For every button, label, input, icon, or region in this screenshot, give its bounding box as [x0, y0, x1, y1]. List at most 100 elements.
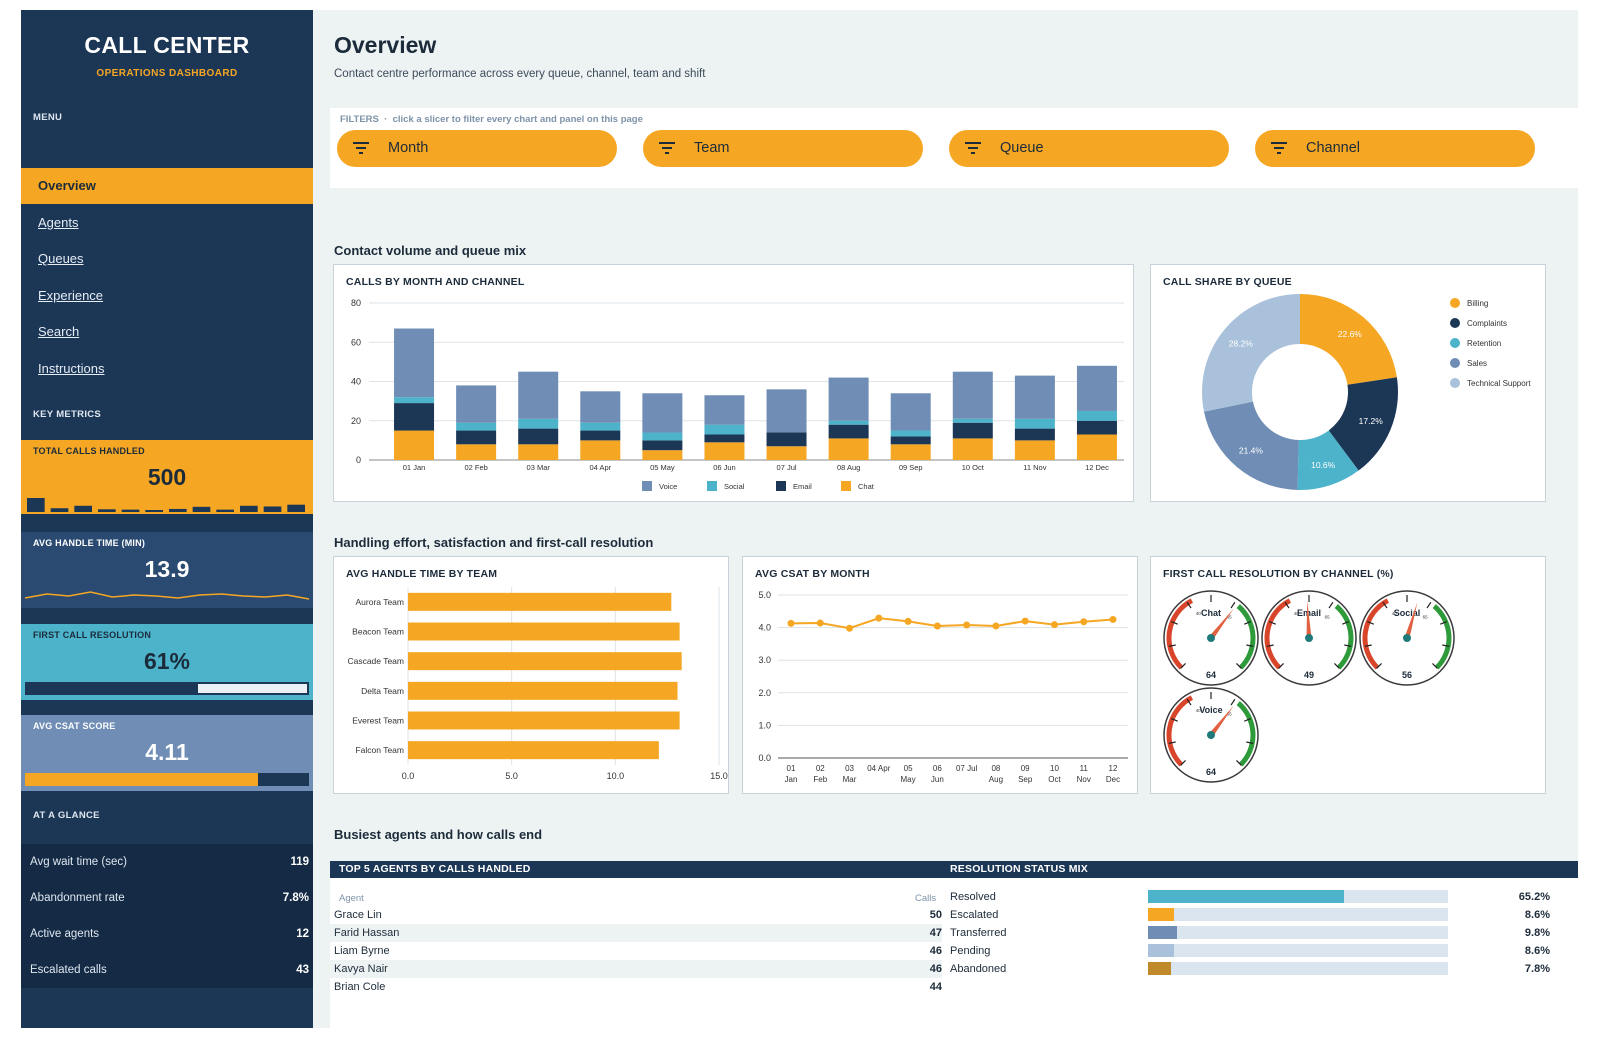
app-title: CALL CENTER [84, 32, 250, 58]
x-tick-label: Aug [989, 775, 1003, 784]
legend-label: Email [793, 482, 812, 491]
slice-value-label: 22.6% [1338, 329, 1363, 339]
slice-value-label: 21.4% [1239, 446, 1264, 456]
donut-slice-complaints [1328, 377, 1398, 471]
sparkline-bar [216, 509, 234, 512]
table-row[interactable]: Kavya Nair 46 [330, 960, 942, 978]
sparkline-bar [74, 505, 92, 512]
csat-point [1050, 621, 1058, 629]
table-row[interactable]: Brian Cole 44 [330, 978, 942, 996]
gauge-needle [1404, 602, 1418, 639]
table-row[interactable]: Grace Lin 50 [330, 906, 942, 924]
gauge-band [1432, 604, 1452, 670]
kpi-avg-handle-time: AVG HANDLE TIME (MIN) 13.9 [21, 532, 313, 608]
glance-label: Active agents [30, 928, 100, 940]
agent-calls: 47 [929, 927, 942, 939]
bar-voice [766, 389, 807, 433]
gauge-tick [1432, 663, 1438, 669]
gauge-band [1334, 604, 1354, 670]
resolution-mix-title: RESOLUTION STATUS MIX [950, 863, 1088, 875]
nav-item-agents[interactable]: Agents [38, 215, 79, 230]
resolution-percent: 9.8% [1524, 927, 1550, 939]
gauge-tick [1236, 663, 1242, 669]
nav-item-instructions[interactable]: Instructions [38, 361, 105, 376]
menu-section-label: MENU [33, 112, 63, 123]
legend-swatch [1450, 338, 1460, 348]
nav-item-search[interactable]: Search [38, 324, 80, 339]
nav-item-queues[interactable]: Queues [38, 251, 84, 266]
x-tick-label: 11 Nov [1023, 463, 1046, 472]
csat-point [992, 622, 1000, 630]
gauge-tick [1376, 663, 1382, 669]
legend-swatch [841, 481, 851, 491]
gauge-tick [1278, 663, 1284, 669]
x-tick-label: 04 Apr [867, 764, 890, 773]
bar-voice [456, 385, 497, 423]
legend-swatch [707, 481, 717, 491]
bar-chat [580, 440, 621, 460]
slicer-queue[interactable]: Queue [949, 130, 1229, 167]
x-tick-label: 08 [991, 764, 1000, 773]
bar-voice [828, 377, 869, 421]
y-tick-label: 60 [351, 337, 361, 347]
resolution-percent: 65.2% [1518, 891, 1550, 903]
gauge-tick [1367, 620, 1374, 625]
resolution-percent: 8.6% [1524, 909, 1550, 921]
bar-social [580, 422, 621, 431]
filters-hint: click a slicer to filter every chart and… [392, 114, 643, 125]
table-row[interactable]: Liam Byrne 46 [330, 942, 942, 960]
bar-email [394, 403, 435, 431]
team-bar [408, 592, 672, 611]
y-tick-label: Cascade Team [347, 656, 404, 666]
csat-progress-fill [25, 773, 259, 786]
glance-row-active-agents: Active agents 12 [21, 916, 313, 952]
legend-swatch [1450, 298, 1460, 308]
gauge-name: Email [1297, 608, 1321, 618]
gauge-band-label: 40 [1392, 611, 1398, 616]
agent-calls: 46 [929, 963, 942, 975]
gauge-band-label: 65 [1325, 615, 1331, 620]
bar-email [642, 440, 683, 451]
section-heading-agents: Busiest agents and how calls end [334, 827, 543, 842]
csat-point [1021, 617, 1029, 625]
x-tick-label: 02 [816, 764, 825, 773]
x-tick-label: Sep [1018, 775, 1033, 784]
x-tick-label: 01 [787, 764, 796, 773]
csat-point [933, 622, 941, 630]
kpi-fcr-value: 61% [143, 648, 191, 674]
glance-row-wait-time: Avg wait time (sec) 119 [21, 844, 313, 880]
bar-social [704, 424, 745, 435]
x-tick-label: 05 May [650, 463, 675, 472]
sparkline-bar [263, 506, 282, 512]
nav-item-experience[interactable]: Experience [38, 288, 104, 303]
glance-value: 7.8% [282, 892, 309, 904]
legend-label: Billing [1467, 299, 1488, 308]
gauge-hub [1403, 634, 1411, 642]
resolution-percent: 7.8% [1524, 963, 1550, 975]
call-share-title: CALL SHARE BY QUEUE [1163, 276, 1292, 288]
glance-value: 12 [296, 928, 309, 940]
x-tick-label: 04 Apr [589, 463, 611, 472]
slicer-team[interactable]: Team [643, 130, 923, 167]
x-tick-label: Oct [1048, 775, 1061, 784]
x-tick-label: 10 [1050, 764, 1059, 773]
slicer-channel[interactable]: Channel [1255, 130, 1535, 167]
resolution-bar-fill [1148, 908, 1174, 921]
csat-by-month-title: AVG CSAT BY MONTH [755, 568, 870, 580]
bar-social [1014, 418, 1055, 429]
filter-icon [353, 142, 369, 154]
legend-swatch [776, 481, 786, 491]
sparkline-bar [98, 509, 116, 512]
filter-icon [659, 142, 675, 154]
main-content: Overview Contact centre performance acro… [313, 10, 1578, 1028]
legend-swatch [1450, 378, 1460, 388]
sparkline-bar [240, 505, 258, 512]
nav-item-overview[interactable]: Overview [21, 168, 313, 204]
csat-point [963, 621, 971, 629]
slicer-month[interactable]: Month [337, 130, 617, 167]
gauge-tick [1334, 663, 1340, 669]
x-tick-label: Feb [813, 775, 827, 784]
bar-chat [704, 442, 745, 460]
gauge-tick [1171, 620, 1178, 625]
table-row[interactable]: Farid Hassan 47 [330, 924, 942, 942]
